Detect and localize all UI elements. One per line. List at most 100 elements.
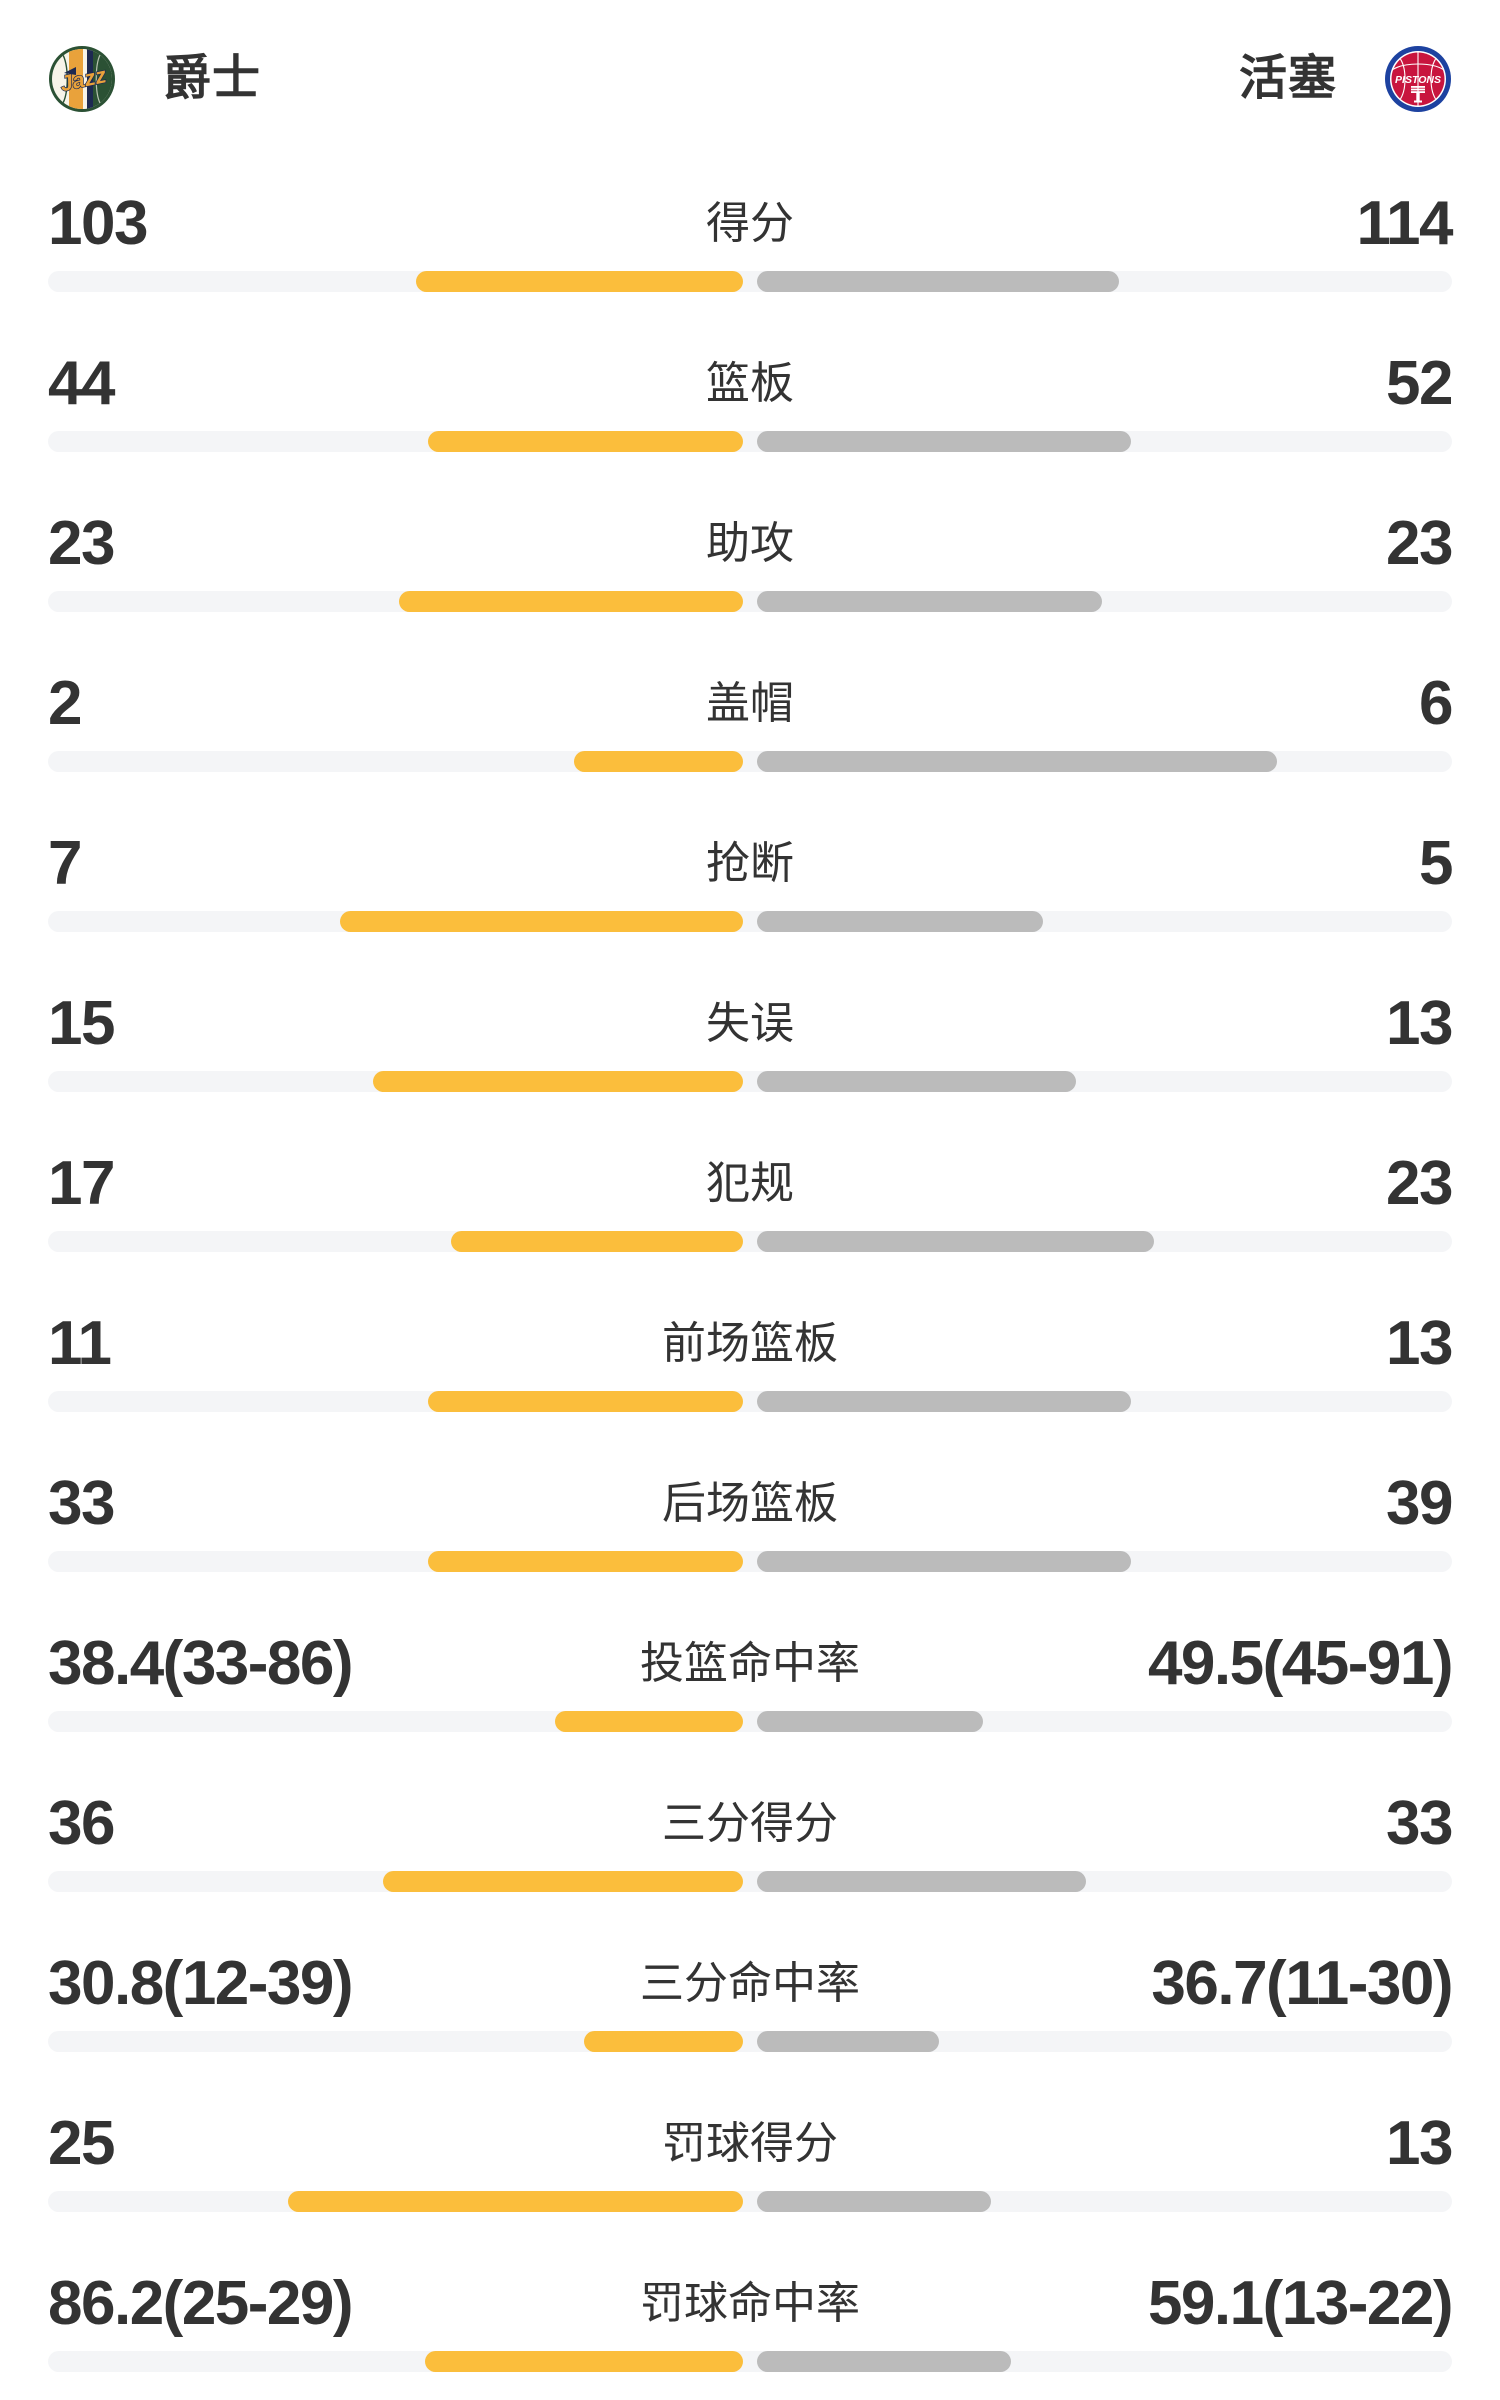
stat-label: 抢断	[706, 839, 794, 888]
left-team-bar	[416, 271, 743, 292]
stat-bar-track	[48, 1711, 1452, 1732]
left-team-bar	[451, 1231, 743, 1252]
stat-line: 25 罚球得分 13	[48, 2109, 1453, 2178]
stat-left-value: 103	[48, 189, 148, 258]
stat-right-value: 23	[1386, 1149, 1453, 1218]
stats-list: 103 得分 114 44 篮板 52 23 助攻 23	[48, 189, 1454, 2372]
left-team-bar	[584, 2031, 743, 2052]
stat-label: 篮板	[706, 359, 794, 408]
stat-line: 33 后场篮板 39	[48, 1469, 1453, 1538]
stat-left-value: 33	[48, 1469, 115, 1538]
left-team-bar	[427, 1391, 743, 1412]
stat-left-value: 25	[48, 2109, 115, 2178]
stat-right-value: 33	[1386, 1789, 1453, 1858]
right-team-bar	[757, 751, 1278, 772]
stat-row: 17 犯规 23	[48, 1149, 1453, 1252]
stat-left-value: 15	[48, 989, 115, 1058]
stat-row: 2 盖帽 6	[48, 669, 1453, 772]
piston-glyph	[1411, 86, 1425, 103]
stat-left-value: 86.2(25-29)	[48, 2269, 354, 2338]
left-team-bar	[339, 911, 743, 932]
stat-label: 三分得分	[662, 1799, 838, 1848]
stat-label: 罚球得分	[662, 2119, 838, 2168]
stat-right-value: 5	[1419, 829, 1453, 898]
stat-right-value: 13	[1386, 989, 1453, 1058]
team-right[interactable]: 活塞 PISTONS	[1239, 45, 1452, 113]
stat-right-value: 39	[1386, 1469, 1453, 1538]
stat-label: 投篮命中率	[640, 1639, 860, 1688]
stat-left-value: 44	[48, 349, 115, 418]
stat-left-value: 7	[48, 829, 82, 898]
stat-right-value: 114	[1356, 189, 1453, 258]
pistons-logo-wordmark: PISTONS	[1395, 74, 1441, 86]
left-team-bar	[383, 1871, 743, 1892]
stat-row: 7 抢断 5	[48, 829, 1453, 932]
left-team-bar	[427, 1551, 743, 1572]
stat-label: 助攻	[706, 519, 794, 568]
stat-bar-track	[48, 1871, 1452, 1892]
stat-row: 25 罚球得分 13	[48, 2109, 1453, 2212]
stat-right-value: 36.7(11-30)	[1151, 1949, 1453, 2018]
stat-row: 15 失误 13	[48, 989, 1453, 1092]
stat-label: 三分命中率	[640, 1959, 860, 2008]
stat-left-value: 11	[48, 1309, 112, 1378]
stat-row: 36 三分得分 33	[48, 1789, 1453, 1892]
stat-right-value: 23	[1386, 509, 1453, 578]
stat-bar-track	[48, 2351, 1452, 2372]
stat-bar-track	[48, 911, 1452, 932]
stat-bar-track	[48, 1071, 1452, 1092]
stat-label: 得分	[706, 199, 794, 248]
stat-line: 17 犯规 23	[48, 1149, 1453, 1218]
stat-line: 86.2(25-29) 罚球命中率 59.1(13-22)	[48, 2269, 1454, 2338]
stat-row: 33 后场篮板 39	[48, 1469, 1453, 1572]
stat-bar-track	[48, 1551, 1452, 1572]
stat-line: 36 三分得分 33	[48, 1789, 1453, 1858]
right-team-bar	[757, 2191, 991, 2212]
team-name-left: 爵士	[163, 52, 262, 105]
stat-bar-track	[48, 591, 1452, 612]
left-team-bar	[398, 591, 743, 612]
stat-row: 86.2(25-29) 罚球命中率 59.1(13-22)	[48, 2269, 1454, 2372]
stat-right-value: 59.1(13-22)	[1147, 2269, 1454, 2338]
stat-left-value: 36	[48, 1789, 115, 1858]
stat-right-value: 49.5(45-91)	[1147, 1629, 1454, 1698]
stat-left-value: 38.4(33-86)	[48, 1629, 354, 1698]
team-left[interactable]: Jazz 爵士	[48, 45, 261, 113]
stat-line: 7 抢断 5	[48, 829, 1453, 898]
stat-line: 103 得分 114	[48, 189, 1453, 258]
right-team-bar	[757, 1391, 1131, 1412]
stat-left-value: 2	[48, 669, 82, 738]
stat-right-value: 52	[1386, 349, 1453, 418]
right-team-bar	[757, 591, 1102, 612]
stat-left-value: 23	[48, 509, 115, 578]
stat-right-value: 13	[1386, 1309, 1453, 1378]
stat-line: 23 助攻 23	[48, 509, 1453, 578]
stat-row: 38.4(33-86) 投篮命中率 49.5(45-91)	[48, 1629, 1454, 1732]
stat-row: 30.8(12-39) 三分命中率 36.7(11-30)	[48, 1949, 1453, 2052]
right-team-bar	[757, 271, 1120, 292]
stat-line: 38.4(33-86) 投篮命中率 49.5(45-91)	[48, 1629, 1454, 1698]
pistons-logo-icon: PISTONS	[1385, 46, 1451, 112]
left-team-bar	[574, 751, 743, 772]
stat-label: 犯规	[706, 1159, 794, 1208]
stat-row: 44 篮板 52	[48, 349, 1453, 452]
stat-label: 失误	[706, 999, 794, 1048]
stat-line: 30.8(12-39) 三分命中率 36.7(11-30)	[48, 1949, 1453, 2018]
right-team-bar	[757, 431, 1131, 452]
stat-bar-track	[48, 271, 1452, 292]
left-team-bar	[287, 2191, 743, 2212]
right-team-bar	[757, 2031, 939, 2052]
right-team-bar	[757, 1551, 1131, 1572]
stat-line: 2 盖帽 6	[48, 669, 1453, 738]
stat-label: 后场篮板	[662, 1479, 838, 1528]
stat-line: 15 失误 13	[48, 989, 1453, 1058]
teams-header: Jazz 爵士 活塞 PISTONS	[48, 45, 1452, 113]
right-team-bar	[757, 1711, 983, 1732]
left-team-bar	[554, 1711, 743, 1732]
right-team-bar	[757, 2351, 1012, 2372]
left-team-bar	[373, 1071, 743, 1092]
right-team-bar	[757, 911, 1043, 932]
stat-left-value: 17	[48, 1149, 115, 1218]
left-team-bar	[424, 2351, 743, 2372]
